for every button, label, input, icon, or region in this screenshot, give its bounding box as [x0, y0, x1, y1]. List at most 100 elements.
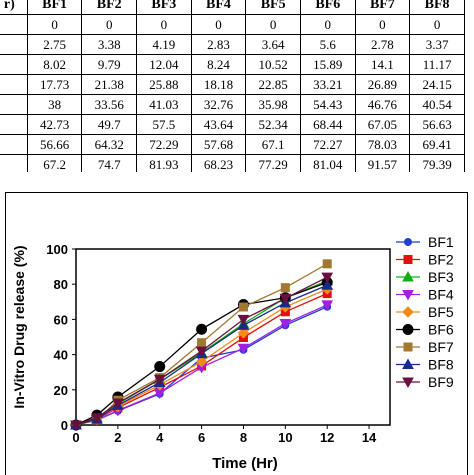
table-cell: 17.73 [26, 74, 83, 95]
x-tick-label: 10 [278, 430, 292, 445]
table-cell: 49.7 [81, 114, 138, 135]
data-point [112, 398, 124, 410]
legend-marker [402, 324, 414, 335]
legend-marker [402, 290, 414, 301]
table-cell: 67.05 [354, 114, 411, 135]
table-row: 8.02 9.79 12.04 8.24 10.52 15.89 14.1 11.17 [0, 54, 465, 75]
legend-marker [402, 358, 414, 369]
table-cell: 33.21 [299, 74, 356, 95]
table-cell: 26.89 [354, 74, 411, 95]
legend-entry: BF5 [396, 304, 454, 320]
data-table: r) BF1 BF2 BF3 BF4 BF5 BF6 BF7 BF8 0 0 0 0 0 0 0 0 2.75 3… [0, 0, 465, 172]
legend-label: BF7 [428, 339, 454, 355]
legend-entry: BF4 [396, 287, 454, 303]
table-row: 42.73 49.7 57.5 43.64 52.34 68.44 67.05 56.63 [0, 114, 465, 135]
table-cell: 67.2 [26, 154, 83, 172]
data-point [91, 413, 103, 424]
data-point [197, 338, 207, 348]
table-cell: 41.03 [136, 94, 192, 115]
legend-label: BF3 [428, 269, 454, 285]
data-point [238, 302, 248, 312]
series-bf9 [70, 272, 334, 432]
table-cell: 38 [26, 94, 83, 115]
data-table-region: r) BF1 BF2 BF3 BF4 BF5 BF6 BF7 BF8 0 0 0 0 0 0 0 0 2.75 3… [0, 0, 474, 172]
table-cell: 64.32 [81, 134, 138, 155]
legend-entry: BF6 [396, 322, 454, 338]
y-tick-label: 40 [54, 348, 68, 363]
x-tick-label: 4 [156, 430, 164, 445]
data-point [153, 374, 166, 386]
table-cell: 42.73 [26, 114, 83, 135]
table-cell: 67.1 [245, 134, 301, 155]
table-cell: 46.76 [354, 94, 411, 115]
legend-entry: BF7 [396, 339, 454, 355]
y-tick-label: 80 [54, 277, 68, 292]
x-tick-label: 12 [320, 430, 334, 445]
legend-entry: BF9 [396, 374, 454, 390]
x-tick-label: 2 [114, 430, 121, 445]
chart-frame [5, 192, 468, 475]
table-row: 17.73 21.38 25.88 18.18 22.85 33.21 26.89 24.15 [0, 74, 465, 95]
x-tick-label: 14 [362, 430, 377, 445]
legend-entry: BF1 [396, 234, 454, 250]
y-tick-label: 60 [54, 312, 68, 327]
data-point [321, 272, 334, 284]
table-cell: 54.43 [299, 94, 356, 115]
legend-marker [402, 377, 414, 389]
legend-entry: BF8 [396, 357, 454, 373]
legend-label: BF2 [428, 252, 454, 268]
y-axis-label: In-Vitro Drug release (%) [11, 245, 27, 408]
table-cell: 10.52 [245, 54, 301, 75]
table-cell: 81.04 [299, 154, 356, 172]
table-cell: 74.7 [81, 154, 138, 172]
legend-label: BF6 [428, 322, 454, 338]
table-cell: 91.57 [354, 154, 411, 172]
table-cell: 56.66 [26, 134, 83, 155]
data-point [154, 361, 166, 373]
legend-marker [404, 238, 412, 246]
x-tick-label: 8 [240, 430, 247, 445]
legend-label: BF1 [428, 234, 454, 250]
table-cell: 77.29 [245, 154, 301, 172]
x-tick-label: 6 [198, 430, 205, 445]
legend-entry: BF2 [396, 252, 454, 268]
table-cell: 11.17 [409, 54, 465, 75]
y-tick-label: 0 [61, 418, 68, 433]
table-row: 67.2 74.7 81.93 68.23 77.29 81.04 91.57 79.39 [0, 154, 465, 172]
data-point [322, 259, 332, 269]
data-point [237, 314, 250, 326]
table-row: 38 33.56 41.03 32.76 35.98 54.43 46.76 40.54 [0, 94, 465, 115]
y-tick-label: 20 [54, 383, 68, 398]
data-point [237, 343, 250, 355]
x-tick-label: 0 [72, 430, 79, 445]
table-cell: 32.76 [190, 94, 247, 115]
table-cell: 40.54 [409, 94, 465, 115]
x-axis-label: Time (Hr) [212, 455, 278, 472]
table-cell: 79.39 [409, 154, 465, 172]
data-point [279, 318, 292, 330]
data-point [321, 279, 334, 290]
legend-marker [403, 255, 413, 264]
legend-label: BF5 [428, 304, 454, 320]
table-cell: 43.64 [190, 114, 247, 135]
table-cell: 68.23 [190, 154, 247, 172]
legend-marker [402, 270, 414, 282]
data-point [196, 323, 208, 335]
data-point [280, 283, 290, 293]
plot-area [75, 248, 391, 426]
legend-label: BF4 [428, 287, 454, 303]
table-cell: 21.38 [81, 74, 138, 95]
data-point [70, 420, 82, 432]
legend-entry: BF3 [396, 269, 454, 285]
legend-label: BF9 [428, 374, 454, 390]
table-cell: 52.34 [245, 114, 301, 135]
legend-marker [402, 306, 414, 318]
y-tick-label: 100 [46, 242, 68, 257]
data-point [279, 293, 292, 305]
data-point [195, 355, 208, 368]
table-cell: 14.1 [354, 54, 411, 75]
table-row: 2.75 3.38 4.19 2.83 3.64 5.6 2.78 3.37 [0, 34, 465, 55]
data-point [321, 300, 334, 311]
table-cell: 68.44 [299, 114, 356, 135]
